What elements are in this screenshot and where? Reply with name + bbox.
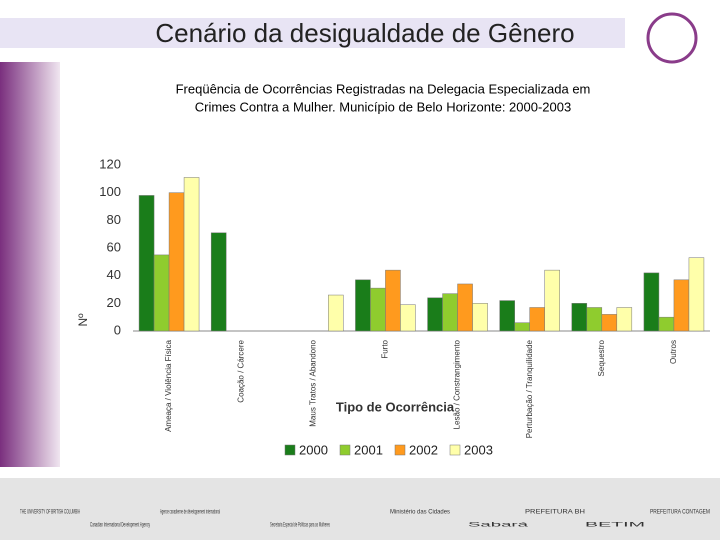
legend-swatch [339, 444, 351, 456]
side-gradient [0, 62, 60, 467]
bar [370, 287, 386, 332]
logo-text: PREFEITURA BH [525, 510, 585, 516]
x-tick-label: Maus Tratos / Abandono [308, 339, 317, 426]
bar [427, 297, 443, 332]
y-tick-label: 80 [107, 212, 121, 227]
logo-text: THE UNIVERSITY OF BRITISH COLUMBIA [20, 510, 80, 516]
x-tick-label: Ameaça / Violência Física [164, 339, 173, 431]
logo-text: Secretaria Especial de Políticas para as… [270, 523, 330, 529]
bar [355, 279, 371, 332]
bar [499, 300, 515, 332]
bar [328, 294, 344, 332]
legend-swatch [394, 444, 406, 456]
footer [0, 478, 720, 540]
y-tick-label: 120 [99, 156, 121, 171]
bar [616, 307, 633, 332]
bar [571, 303, 588, 332]
y-tick-label: 60 [107, 239, 121, 254]
chart-title: Freqüência de Ocorrências Registradas na… [176, 81, 591, 96]
bar [586, 307, 603, 332]
y-tick-label: 20 [107, 295, 121, 310]
bar [400, 304, 416, 332]
chart-title: Crimes Contra a Mulher. Município de Bel… [195, 99, 571, 114]
logo-text: Ministério das Cidades [390, 510, 450, 516]
x-axis-title: Tipo de Ocorrência [336, 399, 455, 414]
y-axis-title: Nº [76, 313, 90, 327]
bar [544, 269, 560, 332]
bar [673, 279, 690, 332]
logo-text: Canadian International Development Agenc… [90, 523, 150, 529]
logo-text: Sabará [468, 523, 530, 529]
slide-title: Cenário da desigualdade de Gênero [155, 18, 574, 48]
legend-label: 2001 [354, 442, 383, 457]
logo-text: PREFEITURA CONTAGEM [650, 510, 710, 516]
bar [472, 303, 488, 332]
bar [643, 272, 660, 332]
bar [168, 192, 185, 332]
bar [688, 257, 705, 332]
bar [442, 293, 458, 332]
x-tick-label: Furto [381, 339, 390, 358]
legend-label: 2000 [299, 442, 328, 457]
logo-text: BETIM [585, 523, 645, 529]
bar [514, 322, 530, 332]
bar [457, 283, 473, 332]
bar [658, 316, 675, 332]
x-tick-label: Lesão / Constrangimento [453, 339, 462, 429]
title-band [0, 18, 625, 48]
legend-swatch [284, 444, 296, 456]
x-tick-label: Perturbação / Tranquilidade [525, 339, 534, 438]
x-tick-label: Sequestro [597, 339, 606, 376]
legend-swatch [449, 444, 461, 456]
logo [646, 12, 698, 64]
bar [601, 314, 618, 332]
y-tick-label: 40 [107, 267, 121, 282]
bar [529, 307, 545, 332]
y-tick-label: 100 [99, 184, 121, 199]
logo-text: Agence canadienne de développement inter… [160, 510, 220, 516]
legend-label: 2002 [409, 442, 438, 457]
legend-label: 2003 [464, 442, 493, 457]
bar [385, 269, 401, 332]
x-tick-label: Outros [669, 340, 678, 364]
bar [153, 254, 170, 332]
bar [138, 195, 155, 332]
x-tick-label: Coação / Cárcere [236, 339, 245, 402]
bar [183, 177, 200, 332]
y-tick-label: 0 [114, 322, 121, 337]
bar [210, 232, 227, 332]
